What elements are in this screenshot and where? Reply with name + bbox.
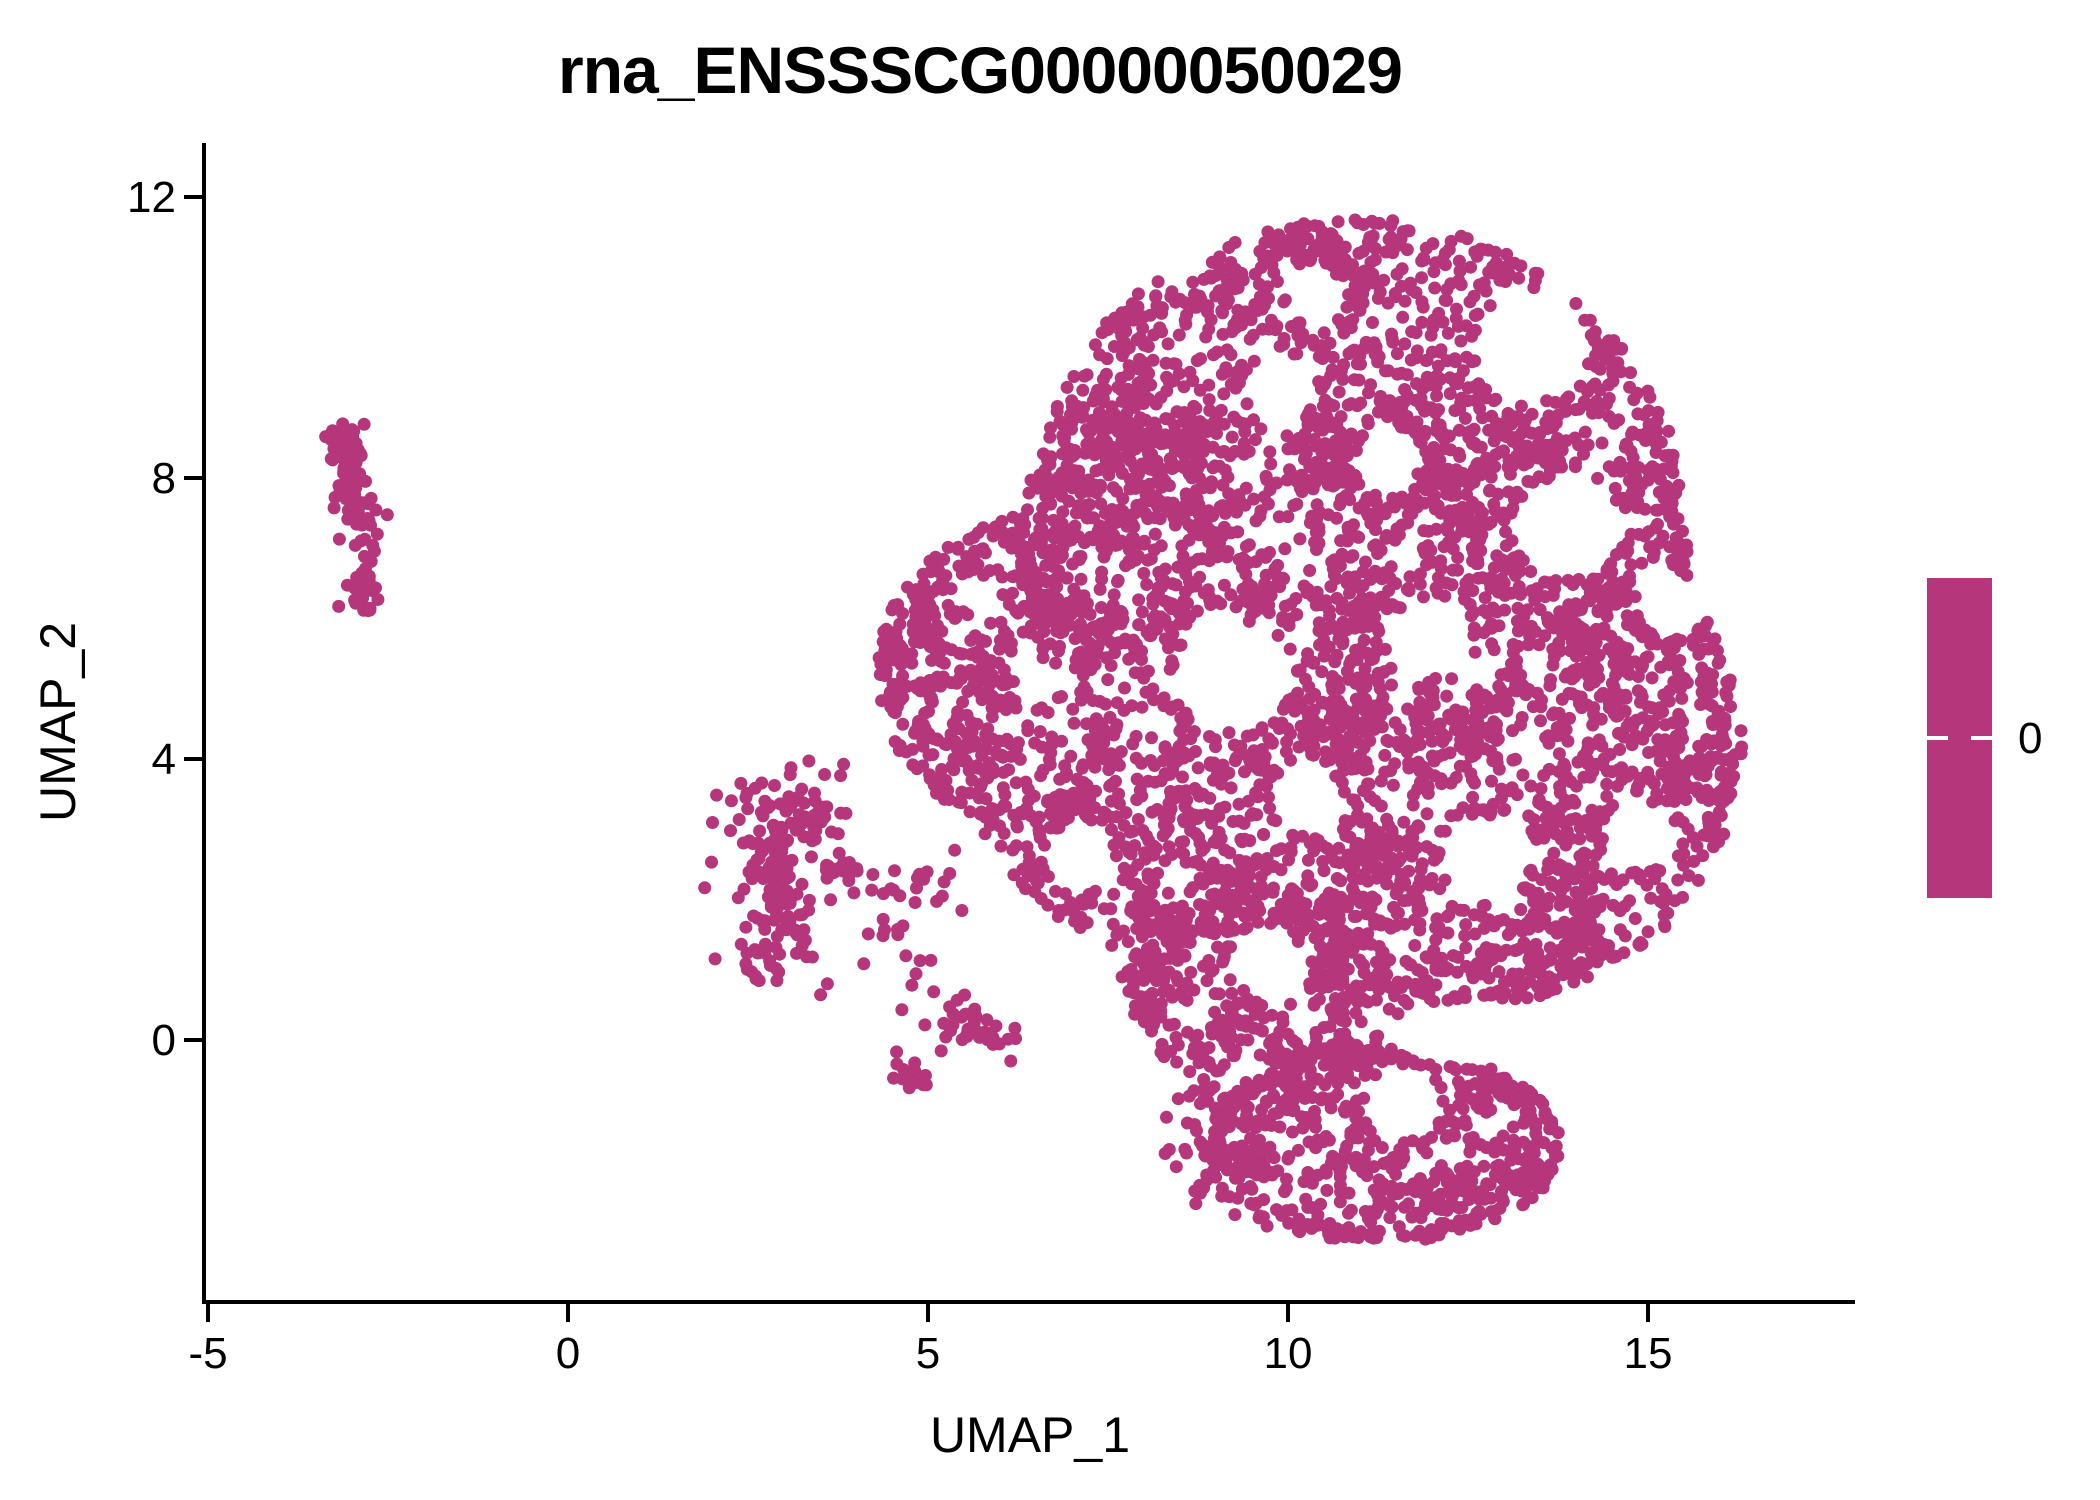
x-tick-label: -5 [188, 1329, 227, 1378]
y-tick-label: 4 [152, 735, 176, 784]
y-axis-ticks: 0 4 8 12 [127, 173, 204, 1065]
legend-colorbar: 0 [1927, 578, 2042, 898]
colorbar-tick-label: 0 [2018, 714, 2042, 763]
x-tick-label: 10 [1264, 1329, 1313, 1378]
y-tick-label: 12 [127, 173, 176, 222]
y-axis-title: UMAP_2 [30, 622, 86, 822]
x-tick-label: 15 [1624, 1329, 1673, 1378]
x-tick-label: 5 [916, 1329, 940, 1378]
x-axis-ticks: -5 0 5 10 15 [188, 1302, 1672, 1378]
plot-title: rna_ENSSSCG00000050029 [558, 33, 1403, 107]
umap-points-layer [319, 213, 1749, 1246]
y-tick-label: 0 [152, 1016, 176, 1065]
y-tick-label: 8 [152, 454, 176, 503]
x-axis-title: UMAP_1 [930, 1407, 1130, 1463]
x-tick-label: 0 [556, 1329, 580, 1378]
